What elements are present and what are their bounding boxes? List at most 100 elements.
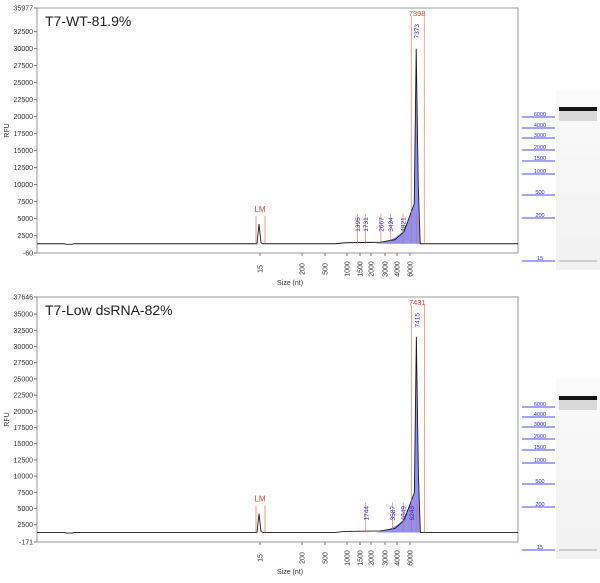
sample-band-smear (559, 111, 597, 121)
peak-label: 4821 (400, 217, 407, 232)
y-tick-label: 5000 (17, 216, 33, 223)
electropherogram-2: -171 2500 5000 7500 10000 12500 15000 17500 2000… (4, 295, 600, 576)
x-tick-label: 3000 (383, 261, 390, 277)
chart-title: T7-WT-81.9% (45, 13, 131, 29)
ladder-label: 3000 (534, 133, 546, 139)
ladder-label: 2000 (534, 145, 546, 151)
y-tick-label: 20000 (14, 409, 34, 416)
x-tick-label: 3000 (383, 550, 390, 566)
sample-band (559, 396, 597, 400)
y-axis-label: RFU (4, 412, 11, 426)
y-tick-label: 2500 (17, 522, 33, 529)
lower-marker-band (559, 260, 597, 262)
peak-label: 7373 (414, 24, 421, 39)
chart-title: T7-Low dsRNA-82% (45, 302, 173, 318)
main-peak-area (375, 48, 421, 244)
peak-label: 1744 (363, 506, 370, 521)
x-tick-label: 6000 (408, 261, 415, 277)
y-tick-label: -171 (19, 540, 33, 547)
y-tick-label: 30000 (14, 344, 34, 351)
peak-label: 6243 (409, 506, 416, 521)
y-tick-label: 12500 (14, 457, 34, 464)
trace-line (37, 48, 518, 245)
sample-lane (556, 90, 600, 270)
ladder-label: 500 (535, 479, 544, 485)
y-tick-label: 10000 (14, 182, 34, 189)
x-tick-label: 500 (323, 552, 330, 564)
x-tick-label: 6000 (408, 550, 415, 566)
x-tick-label: 15 (258, 265, 265, 273)
y-tick-label: 25000 (14, 80, 34, 87)
y-tick-label: 32500 (14, 29, 34, 36)
y-tick-label: 25000 (14, 376, 34, 383)
x-tick-label: 1000 (345, 261, 352, 277)
plot-area (36, 296, 519, 543)
y-tick-label: 5000 (17, 506, 33, 513)
y-tick-label: 22500 (14, 97, 34, 104)
ladder-label: 3000 (534, 422, 546, 428)
x-tick-label: 1500 (358, 261, 365, 277)
sample-band (559, 107, 597, 111)
electropherogram-panel-1: -60 2500 5000 7500 10000 12500 15000 17500 20000… (0, 0, 600, 289)
electropherogram-1: -60 2500 5000 7500 10000 12500 15000 17500 20000… (4, 6, 600, 287)
plot-area (36, 7, 519, 254)
x-tick-label: 200 (300, 263, 307, 275)
y-tick-label: 22500 (14, 393, 34, 400)
y-tick-label: 2500 (17, 233, 33, 240)
y-tick-label: 20000 (14, 114, 34, 121)
x-tick-label: 15 (258, 554, 265, 562)
y-tick-label: 15000 (14, 441, 34, 448)
ladder-label: 1500 (534, 445, 546, 451)
x-tick-label: 4000 (395, 550, 402, 566)
peak-label: 1731 (363, 217, 370, 232)
y-tick-label: 17500 (14, 131, 34, 138)
y-tick-label: 10000 (14, 474, 34, 481)
ladder-label: 15 (537, 256, 543, 262)
ladder-label: 6000 (534, 402, 546, 408)
lm-label: LM (254, 495, 265, 504)
peak-label: 4849 (401, 506, 408, 521)
y-tick-label: 12500 (14, 165, 34, 172)
x-tick-label: 500 (323, 263, 330, 275)
ladder-label: 6000 (534, 112, 546, 118)
y-tick-label: 27500 (14, 63, 34, 70)
peak-label: 1395 (355, 217, 362, 232)
electropherogram-panel-2: -171 2500 5000 7500 10000 12500 15000 17500 2000… (0, 289, 600, 578)
peak-top-label: 7398 (409, 9, 426, 18)
x-axis-label: Size (nt) (277, 280, 303, 287)
peak-label: 2667 (378, 217, 385, 232)
y-tick-label: 32500 (14, 328, 34, 335)
ladder-label: 15 (537, 545, 543, 551)
peak-label: 3424 (388, 217, 395, 232)
x-tick-label: 1000 (345, 550, 352, 566)
main-peak-area (375, 336, 421, 533)
y-tick-label: 35000 (14, 312, 34, 319)
ladder-label: 1500 (534, 156, 546, 162)
trace-line (37, 336, 518, 534)
sample-lane (556, 379, 600, 559)
ladder-label: 4000 (534, 123, 546, 129)
x-tick-label: 4000 (395, 261, 402, 277)
y-axis-label: RFU (4, 123, 11, 137)
y-tick-label: 37646 (14, 295, 34, 302)
lm-label: LM (254, 205, 265, 214)
y-tick-label: 7500 (17, 199, 33, 206)
ladder-label: 200 (535, 502, 544, 508)
x-tick-label: 200 (300, 552, 307, 564)
y-tick-label: 15000 (14, 148, 34, 155)
x-axis-label: Size (nt) (277, 569, 303, 576)
sample-band-smear (559, 400, 597, 410)
y-tick-label: 35977 (14, 6, 34, 13)
ladder-label: 200 (535, 213, 544, 219)
x-tick-label: 2000 (369, 550, 376, 566)
y-tick-label: -60 (23, 251, 33, 258)
y-tick-label: 17500 (14, 425, 34, 432)
lower-marker-band (559, 549, 597, 551)
peak-top-label: 7431 (409, 298, 426, 307)
ladder-label: 1000 (534, 169, 546, 175)
ladder-label: 4000 (534, 412, 546, 418)
y-tick-label: 30000 (14, 46, 34, 53)
ladder-label: 2000 (534, 434, 546, 440)
y-tick-label: 7500 (17, 490, 33, 497)
peak-label: 3587 (390, 506, 397, 521)
